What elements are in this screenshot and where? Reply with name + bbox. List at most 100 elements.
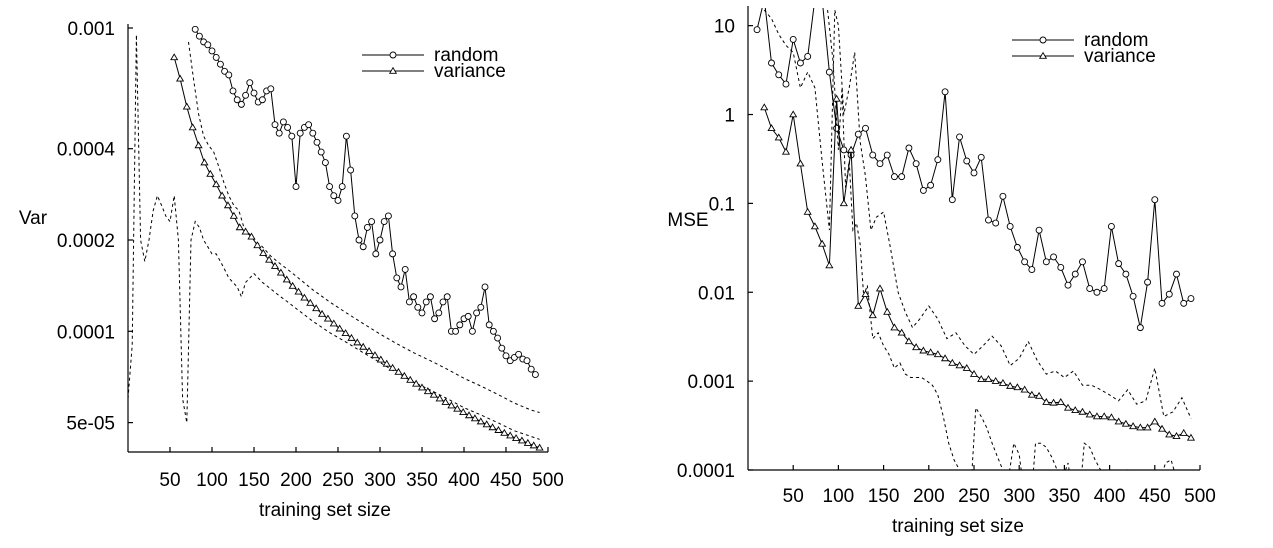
data-point-variance [459, 408, 468, 415]
data-point-random [970, 169, 978, 177]
data-point-variance [832, 94, 841, 102]
data-point-variance [417, 383, 427, 391]
data-point-random [789, 35, 797, 43]
data-point-random [292, 183, 300, 191]
data-point-variance [904, 337, 913, 345]
data-point-variance [803, 207, 812, 215]
data-point-variance [998, 378, 1008, 386]
data-point-random [1093, 288, 1101, 296]
data-point-random [804, 53, 812, 60]
data-point-random [368, 218, 376, 226]
data-point-random [1050, 253, 1058, 261]
data-point-variance [1143, 423, 1152, 431]
data-point-random [275, 129, 283, 137]
data-point-random [876, 160, 884, 168]
data-point-variance [1013, 383, 1022, 391]
data-point-random [1187, 295, 1195, 302]
data-point-random [1151, 196, 1159, 204]
data-point-random [204, 41, 212, 49]
data-point-variance [912, 343, 921, 351]
data-point-random [1028, 266, 1036, 274]
mse-chart: 10 1 0.1 0.01 0.001 0.0001 50 100 150 200 250 300 35… [667, 6, 1216, 537]
data-point-variance [429, 390, 438, 398]
data-point-variance [825, 261, 834, 269]
data-point-variance [940, 354, 950, 362]
data-point-variance [984, 375, 993, 383]
data-point-variance [875, 284, 885, 292]
y-tick-label: 5e-05 [66, 414, 115, 435]
data-point-variance [200, 158, 209, 166]
data-point-random [1136, 324, 1144, 332]
data-point-random [1129, 292, 1137, 300]
plot-area [128, 26, 544, 451]
data-point-variance [447, 401, 456, 409]
data-point-variance [517, 436, 527, 444]
data-point-random [527, 365, 535, 373]
data-point-variance [353, 338, 362, 346]
y-tick-label: 0.0001 [677, 461, 735, 482]
data-point-random [515, 350, 523, 358]
data-point-variance [1179, 428, 1188, 436]
x-tick-label: 200 [913, 486, 945, 507]
series-line-random [194, 29, 536, 375]
x-axis-label: training set size [892, 516, 1024, 537]
data-point-variance [890, 323, 899, 331]
data-point-variance [270, 261, 280, 269]
legend-marker-random [389, 51, 397, 59]
data-point-variance [488, 423, 497, 431]
data-point-variance [1092, 412, 1102, 420]
data-point-variance [323, 314, 333, 322]
x-tick-label: 250 [322, 470, 354, 491]
data-point-random [389, 250, 397, 258]
data-point-variance [253, 241, 262, 249]
data-point-variance [441, 397, 450, 405]
data-point-variance [897, 328, 906, 336]
data-point-variance [341, 329, 350, 337]
data-point-random [384, 212, 392, 220]
data-point-variance [883, 307, 892, 315]
data-point-variance [300, 293, 309, 301]
data-point-variance [259, 248, 268, 256]
data-point-random [477, 303, 485, 311]
x-tick-label: 250 [958, 486, 990, 507]
data-point-variance [335, 324, 344, 332]
legend-marker-variance [1038, 51, 1048, 59]
data-point-random [456, 321, 464, 329]
data-point-random [305, 121, 313, 129]
x-tick-label: 150 [868, 486, 900, 507]
x-tick-label: 300 [364, 470, 396, 491]
data-point-random [977, 153, 985, 161]
data-point-random [267, 85, 275, 93]
y-tick-label: 0.0004 [57, 140, 116, 161]
data-point-random [782, 80, 790, 88]
data-point-variance [312, 304, 321, 312]
data-point-variance [394, 367, 403, 375]
data-point-random [426, 293, 434, 301]
data-point-variance [170, 53, 179, 61]
data-point-variance [969, 369, 979, 377]
data-point-random [216, 60, 224, 68]
data-point-random [963, 157, 971, 165]
data-point-random [296, 129, 304, 137]
data-point-variance [818, 239, 827, 247]
data-point-random [452, 327, 460, 335]
data-point-random [410, 293, 418, 301]
data-point-variance [529, 441, 538, 449]
y-tick-label: 10 [714, 17, 735, 38]
data-point-random [431, 315, 439, 323]
data-point-variance [317, 309, 327, 317]
data-point-variance [223, 201, 233, 209]
data-point-random [338, 183, 346, 191]
data-point-variance [476, 417, 485, 425]
x-tick-label: 350 [406, 470, 438, 491]
data-point-random [1035, 226, 1043, 234]
data-point-random [1100, 285, 1108, 293]
data-point-variance [247, 232, 256, 240]
data-point-random [326, 183, 334, 191]
data-point-variance [1071, 406, 1080, 414]
x-tick-label: 50 [159, 470, 180, 491]
data-point-variance [1107, 413, 1116, 421]
data-point-random [531, 371, 539, 379]
data-point-variance [1129, 422, 1138, 430]
data-point-variance [948, 358, 957, 366]
